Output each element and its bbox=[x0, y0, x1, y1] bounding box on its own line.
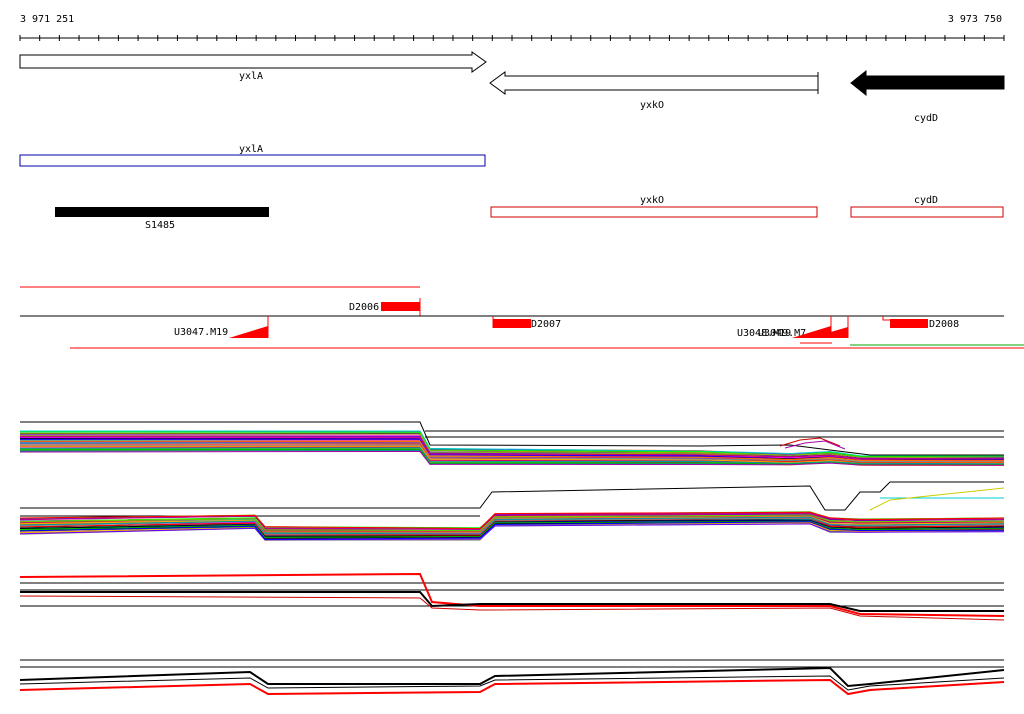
annotation-boxes-track: yxlA yxkO cydD S1485 bbox=[19, 144, 1004, 231]
gene-label-cydD: cydD bbox=[914, 113, 938, 124]
expression-profile-line bbox=[20, 421, 1004, 456]
expression-profile-line bbox=[19, 520, 1005, 539]
expression-profile-line bbox=[19, 511, 1005, 530]
expression-profile-line bbox=[19, 514, 1005, 532]
expression-profile-line bbox=[869, 487, 1005, 511]
box-yxkO[interactable] bbox=[490, 206, 818, 218]
expression-panel-1 bbox=[19, 421, 1005, 466]
ruler-end-label: 3 973 750 bbox=[948, 14, 1002, 25]
expression-panel-3 bbox=[19, 572, 1005, 621]
d-marker-D2008-hook bbox=[882, 316, 890, 321]
gene-label-yxlA: yxlA bbox=[239, 71, 263, 82]
gene-arrow-yxlA[interactable] bbox=[19, 51, 487, 73]
gene-arrow-cydD[interactable] bbox=[850, 69, 1005, 97]
expression-profile-line bbox=[19, 442, 1004, 462]
u-label-U3047: U3047.M19 bbox=[174, 327, 228, 338]
expression-profile-line bbox=[19, 436, 1005, 460]
coordinate-ruler: 3 971 251 3 973 750 bbox=[19, 14, 1005, 41]
expression-panel-2 bbox=[19, 481, 1005, 541]
expression-profile-line bbox=[20, 430, 1005, 457]
u-marker-U3049[interactable] bbox=[810, 327, 848, 338]
expression-profile-line bbox=[19, 675, 1005, 691]
expression-profile-line bbox=[784, 440, 846, 450]
expression-profile-line bbox=[20, 481, 1004, 511]
expression-profile-line bbox=[19, 516, 1005, 535]
ruler-ticks bbox=[19, 35, 1005, 41]
d-label-D2007: D2007 bbox=[531, 319, 561, 330]
feature-bar-S1485[interactable] bbox=[55, 207, 269, 217]
expression-panel-4 bbox=[19, 659, 1005, 696]
box-label-yxkO: yxkO bbox=[640, 195, 664, 206]
expression-profile-line bbox=[19, 521, 1005, 540]
expression-profile-line bbox=[19, 433, 1005, 459]
u-label-U3049: U3049.M7 bbox=[758, 328, 806, 339]
box-label-cydD: cydD bbox=[914, 195, 938, 206]
expression-profile-line bbox=[19, 595, 1005, 621]
expression-profile-line bbox=[779, 437, 841, 447]
d-marker-D2006[interactable] bbox=[381, 302, 420, 311]
expression-profile-line bbox=[19, 572, 1005, 617]
expression-profile-line bbox=[19, 450, 1005, 466]
box-label-yxlA: yxlA bbox=[239, 144, 263, 155]
u-label-U3048: U3048.M19 bbox=[737, 328, 791, 339]
gene-arrows-track: yxlA yxkO cydD bbox=[19, 51, 1005, 124]
expression-profile-line bbox=[19, 440, 1005, 462]
expression-profile-line bbox=[19, 448, 1005, 465]
signals-track: D2006 D2007 D2008 U3047.M19 U3048.M19 U3… bbox=[20, 286, 1024, 349]
expression-profile-line bbox=[19, 666, 1005, 688]
u-marker-U3047[interactable] bbox=[229, 326, 268, 338]
expression-profile-line bbox=[19, 678, 1005, 696]
d-marker-D2007[interactable] bbox=[493, 319, 531, 328]
gene-arrow-yxkO[interactable] bbox=[489, 71, 819, 95]
box-yxlA[interactable] bbox=[19, 154, 486, 167]
ruler-start-label: 3 971 251 bbox=[20, 14, 74, 25]
feature-label-S1485: S1485 bbox=[145, 220, 175, 231]
d-marker-D2008[interactable] bbox=[890, 319, 928, 328]
box-cydD[interactable] bbox=[850, 206, 1004, 218]
d-label-D2008: D2008 bbox=[929, 319, 959, 330]
expression-profile-line bbox=[19, 523, 1005, 541]
expression-profile-line bbox=[20, 591, 1004, 612]
gene-label-yxkO: yxkO bbox=[640, 100, 664, 111]
d-label-D2006: D2006 bbox=[349, 302, 379, 313]
expression-profile-line bbox=[19, 447, 1005, 465]
